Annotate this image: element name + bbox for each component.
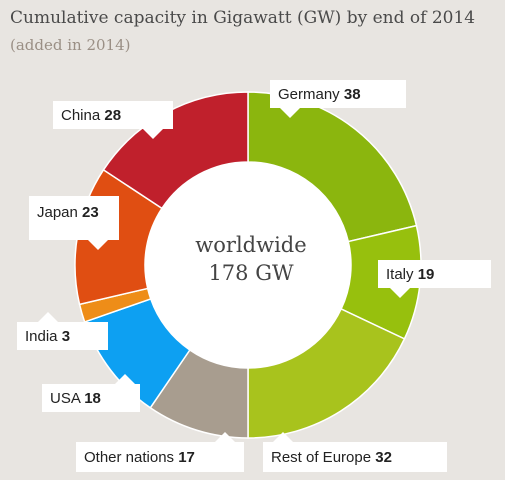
label-germany: Germany 38 [270, 80, 406, 118]
label-name: China [61, 107, 104, 124]
label-name: Germany [278, 86, 344, 103]
label-other-nations: Other nations 17 [76, 432, 244, 472]
label-box [76, 442, 244, 472]
chart-title: Cumulative capacity in Gigawatt (GW) by … [10, 8, 476, 28]
label-name: Rest of Europe [271, 449, 375, 466]
label-text: Germany 38 [278, 86, 361, 103]
label-pointer [115, 374, 135, 384]
label-rest-of-europe: Rest of Europe 32 [263, 432, 447, 472]
label-pointer [215, 432, 235, 442]
label-pointer [273, 432, 293, 442]
label-box [29, 196, 119, 240]
label-box [378, 260, 491, 288]
label-name: India [25, 328, 62, 345]
label-text: Other nations 17 [84, 449, 195, 466]
label-pointer [88, 240, 108, 250]
label-pointer [143, 129, 163, 139]
label-value: 17 [178, 449, 195, 466]
label-box [270, 80, 406, 108]
label-pointer [280, 108, 300, 118]
label-japan: Japan 23 [29, 196, 119, 250]
label-value: 3 [62, 328, 70, 345]
label-box [263, 442, 447, 472]
label-text: India 3 [25, 328, 70, 345]
label-value: 23 [82, 204, 99, 221]
label-text: Japan 23 [37, 204, 99, 221]
label-text: Italy 19 [386, 266, 434, 283]
label-pointer [38, 312, 58, 322]
label-pointer [390, 288, 410, 298]
label-box [42, 384, 140, 412]
label-india: India 3 [17, 312, 108, 350]
label-value: 19 [418, 266, 435, 283]
label-name: Italy [386, 266, 418, 283]
label-value: 32 [375, 449, 392, 466]
label-value: 38 [344, 86, 361, 103]
label-china: China 28 [53, 101, 173, 139]
label-text: Rest of Europe 32 [271, 449, 392, 466]
center-label-line-1: worldwide [195, 233, 306, 257]
label-text: China 28 [61, 107, 121, 124]
label-value: 28 [104, 107, 121, 124]
label-italy: Italy 19 [378, 260, 491, 298]
donut-hole [145, 162, 351, 368]
chart-subtitle: (added in 2014) [10, 36, 131, 54]
label-box [17, 322, 108, 350]
label-box [53, 101, 173, 129]
label-usa: USA 18 [42, 374, 140, 412]
label-name: Other nations [84, 449, 178, 466]
label-value: 18 [84, 390, 101, 407]
label-name: Japan [37, 204, 82, 221]
label-name: USA [50, 390, 84, 407]
center-label-line-2: 178 GW [208, 261, 294, 285]
label-text: USA 18 [50, 390, 101, 407]
